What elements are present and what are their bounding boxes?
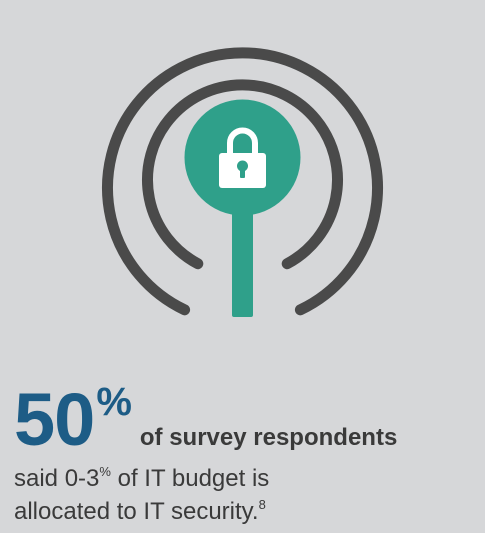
stat-line: 50%of survey respondents bbox=[14, 382, 484, 457]
description-line-2: allocated to IT security.8 bbox=[14, 497, 266, 525]
outer-signal-arc bbox=[102, 47, 383, 316]
lock-icon bbox=[219, 127, 266, 188]
stat-headline: of survey respondents bbox=[139, 424, 398, 451]
stat-number: 50 bbox=[14, 378, 95, 461]
stat-percent-sign: % bbox=[96, 380, 132, 424]
percent-superscript: % bbox=[99, 464, 111, 479]
stat-description: said 0-3% of IT budget is allocated to I… bbox=[14, 462, 474, 528]
signal-arcs bbox=[102, 47, 383, 316]
padlock-signal-graphic bbox=[102, 47, 383, 317]
description-line-1: said 0-3% of IT budget is bbox=[14, 464, 270, 492]
footnote-marker: 8 bbox=[258, 497, 266, 512]
inner-signal-arc bbox=[142, 79, 343, 270]
